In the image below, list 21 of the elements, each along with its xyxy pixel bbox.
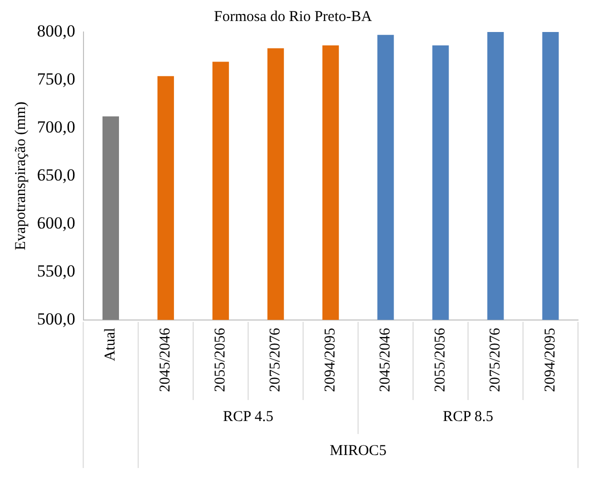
x-tick-label: 2075/2076: [268, 327, 284, 392]
y-tick-label: 800,0: [37, 21, 76, 40]
x-tick-label: 2055/2056: [212, 327, 229, 392]
text: RCP 8.5: [442, 408, 494, 425]
text: MIROC5: [330, 442, 386, 459]
y-tick-label: 700,0: [37, 117, 76, 136]
x-tick-label: 2045/2046: [378, 327, 394, 392]
y-tick-label: 500,0: [37, 309, 76, 328]
chart-title: Formosa do Rio Preto-BA: [214, 8, 372, 25]
text: RCP 4.5: [223, 408, 274, 425]
x-tick-label: 2094/2095: [322, 328, 339, 392]
y-tick-label: 550,0: [37, 261, 76, 280]
x-tick-label: 2045/2046: [158, 327, 174, 392]
y-axis-title: Evapotranspiração (mm): [12, 102, 29, 250]
y-tick-label: 600,0: [37, 213, 76, 232]
x-tick-label: 2075/2076: [487, 327, 504, 392]
x-tick-label: 2094/2095: [542, 328, 558, 392]
x-tick-label: 2055/2056: [432, 327, 449, 392]
y-tick-label: 650,0: [37, 165, 76, 184]
x-tick-label: Atual: [102, 328, 119, 362]
y-tick-label: 750,0: [37, 69, 76, 88]
